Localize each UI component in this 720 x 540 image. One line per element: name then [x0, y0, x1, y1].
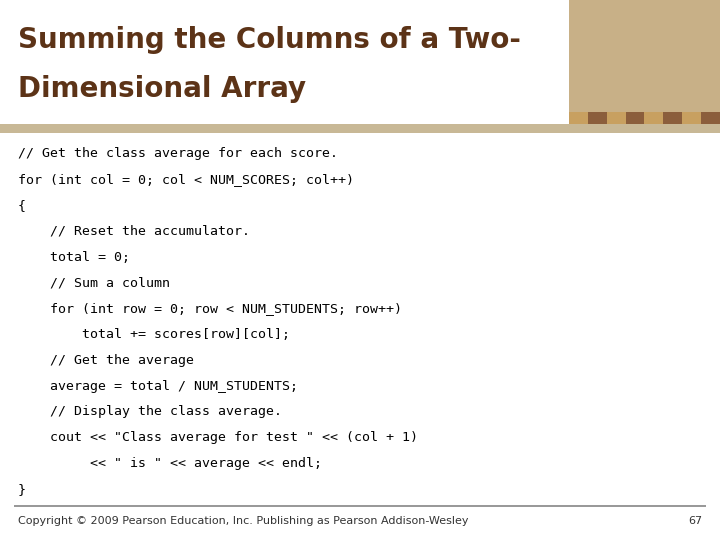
- Bar: [588, 112, 606, 124]
- Text: {: {: [18, 199, 26, 212]
- Bar: [626, 112, 644, 124]
- Text: total += scores[row][col];: total += scores[row][col];: [18, 328, 290, 341]
- Text: Summing the Columns of a Two-: Summing the Columns of a Two-: [18, 26, 521, 54]
- Text: // Get the average: // Get the average: [18, 354, 194, 367]
- Text: 67: 67: [688, 516, 702, 526]
- Bar: [701, 112, 720, 124]
- Text: // Reset the accumulator.: // Reset the accumulator.: [18, 225, 250, 238]
- Bar: [0, 124, 720, 133]
- Bar: [644, 112, 663, 124]
- Bar: [0, 0, 720, 124]
- Text: total = 0;: total = 0;: [18, 251, 130, 264]
- Text: << " is " << average << endl;: << " is " << average << endl;: [18, 457, 322, 470]
- Text: // Display the class average.: // Display the class average.: [18, 406, 282, 419]
- Text: for (int row = 0; row < NUM_STUDENTS; row++): for (int row = 0; row < NUM_STUDENTS; ro…: [18, 302, 402, 315]
- Text: // Get the class average for each score.: // Get the class average for each score.: [18, 147, 338, 160]
- Text: for (int col = 0; col < NUM_SCORES; col++): for (int col = 0; col < NUM_SCORES; col+…: [18, 173, 354, 186]
- Bar: [14, 505, 706, 507]
- Text: cout << "Class average for test " << (col + 1): cout << "Class average for test " << (co…: [18, 431, 418, 444]
- Bar: [683, 112, 701, 124]
- Text: // Sum a column: // Sum a column: [18, 276, 170, 289]
- Text: Copyright © 2009 Pearson Education, Inc. Publishing as Pearson Addison-Wesley: Copyright © 2009 Pearson Education, Inc.…: [18, 516, 469, 526]
- Text: Dimensional Array: Dimensional Array: [18, 76, 306, 104]
- Bar: [663, 112, 682, 124]
- Text: average = total / NUM_STUDENTS;: average = total / NUM_STUDENTS;: [18, 380, 298, 393]
- Text: }: }: [18, 483, 26, 496]
- Bar: [569, 112, 588, 124]
- Bar: [606, 112, 626, 124]
- Bar: [569, 0, 720, 124]
